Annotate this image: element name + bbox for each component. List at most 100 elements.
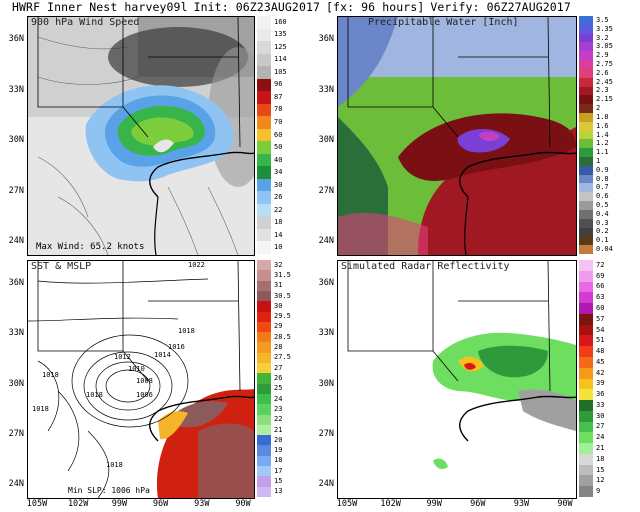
colorbar-swatch xyxy=(257,352,271,364)
colorbar-swatch xyxy=(257,28,271,42)
lat-label: 36N xyxy=(318,278,334,288)
colorbar-swatch xyxy=(579,245,593,255)
colorbar-label: 45 xyxy=(596,357,605,366)
isobar-label: 1018 xyxy=(178,327,195,335)
colorbar-swatch xyxy=(257,241,271,255)
colorbar-swatch xyxy=(579,432,593,444)
colorbar-label: 125 xyxy=(274,42,287,51)
colorbar-label: 51 xyxy=(596,336,605,345)
colorbar-label: 1.8 xyxy=(596,112,609,121)
lon-label: 96W xyxy=(470,499,486,509)
colorbar-label: 36 xyxy=(596,390,605,399)
colorbar-label: 60 xyxy=(274,130,283,139)
colorbar-swatch xyxy=(579,51,593,61)
colorbar-swatch xyxy=(579,389,593,401)
colorbar-label: 72 xyxy=(596,260,605,269)
colorbar-swatch xyxy=(257,91,271,105)
figure-header: HWRF Inner Nest harvey09l Init: 06Z23AUG2… xyxy=(12,0,577,14)
lat-label: 27N xyxy=(8,428,24,439)
colorbar-swatch xyxy=(579,356,593,369)
colorbar-label: 18 xyxy=(274,218,283,227)
colorbar-swatch xyxy=(257,280,271,292)
colorbar-swatch xyxy=(257,445,271,457)
lon-label: 93W xyxy=(194,499,210,509)
colorbar-swatch xyxy=(579,174,593,184)
colorbar-label: 12 xyxy=(596,476,605,485)
colorbar-swatch xyxy=(579,367,593,379)
colorbar-label: 42 xyxy=(596,368,605,377)
colorbar-label: 24 xyxy=(274,394,283,403)
colorbar-swatch xyxy=(579,378,593,390)
colorbar-label: 2.3 xyxy=(596,86,609,95)
colorbar-swatch xyxy=(257,66,271,80)
colorbar-label: 29 xyxy=(274,322,283,331)
init-time: Init: 06Z23AUG2017 xyxy=(193,0,321,14)
colorbar-swatch xyxy=(257,78,271,92)
colorbar-swatch xyxy=(579,68,593,79)
lat-label: 33N xyxy=(8,84,24,95)
colorbar-label: 1 xyxy=(596,156,601,165)
colorbar-swatch xyxy=(579,77,593,88)
isobar-label: 1006 xyxy=(136,391,153,399)
colorbar-label: 1.4 xyxy=(596,130,609,139)
lon-label: 93W xyxy=(513,499,530,509)
colorbar-label: 3.35 xyxy=(596,24,613,33)
colorbar-label: 30 xyxy=(274,180,283,189)
colorbar-swatch xyxy=(257,116,271,130)
lat-label: 30N xyxy=(318,135,334,145)
isobar-label: 1014 xyxy=(154,351,171,359)
colorbar-label: 40 xyxy=(274,155,283,164)
colorbar-label: 69 xyxy=(596,271,605,280)
colorbar-label: 39 xyxy=(596,379,605,388)
colorbar-swatch xyxy=(257,342,271,354)
lat-label: 30N xyxy=(318,378,334,389)
colorbar-swatch xyxy=(579,464,593,476)
colorbar-label: 0.04 xyxy=(596,245,613,254)
isobar-label: 1022 xyxy=(188,261,205,269)
colorbar-label: 66 xyxy=(596,282,605,291)
colorbar-swatch xyxy=(579,292,593,304)
colorbar-swatch xyxy=(579,112,593,123)
colorbar-label: 30 xyxy=(596,411,605,420)
colorbar-swatch xyxy=(579,60,593,70)
lat-label: 33N xyxy=(318,328,334,339)
colorbar-swatch xyxy=(579,139,593,149)
colorbar-swatch xyxy=(579,130,593,140)
colorbar-label: 2.45 xyxy=(596,77,613,86)
colorbar-swatch xyxy=(579,121,593,132)
colorbar-swatch xyxy=(257,153,271,167)
lon-label: 102W xyxy=(380,499,401,509)
colorbar-label: 1.6 xyxy=(596,121,609,130)
wind-colorbar: 160 135 125 114 105 96 87 78 70 60 50 40 34 30 26 22 18 1… xyxy=(257,16,287,255)
colorbar-swatch xyxy=(579,475,593,487)
colorbar-swatch xyxy=(579,16,593,26)
colorbar-label: 26 xyxy=(274,193,283,202)
colorbar-swatch xyxy=(257,203,271,217)
colorbar-swatch xyxy=(579,148,593,158)
colorbar-swatch xyxy=(579,281,593,293)
colorbar-swatch xyxy=(257,424,271,436)
colorbar-swatch xyxy=(257,332,271,343)
colorbar-label: 22 xyxy=(274,205,283,214)
max-wind-note: Max Wind: 65.2 knots xyxy=(36,242,145,252)
colorbar-swatch xyxy=(257,228,271,242)
colorbar-label: 25 xyxy=(274,384,283,393)
colorbar-label: 0.2 xyxy=(596,227,609,236)
colorbar-label: 2 xyxy=(596,104,601,113)
colorbar-label: 19 xyxy=(274,446,283,455)
colorbar-swatch xyxy=(579,303,593,315)
colorbar-label: 18 xyxy=(274,456,283,465)
colorbar-label: 3.5 xyxy=(596,15,609,24)
colorbar-label: 15 xyxy=(596,465,605,474)
colorbar-label: 28.5 xyxy=(274,332,291,341)
colorbar-label: 160 xyxy=(274,17,287,26)
lat-label: 24N xyxy=(8,236,24,246)
precip-water-panel: Precipitable Water [Inch] xyxy=(337,16,577,256)
colorbar-label: 0.7 xyxy=(596,183,609,192)
lat-label: 33N xyxy=(8,328,24,339)
colorbar-swatch xyxy=(579,335,593,347)
colorbar-label: 26 xyxy=(274,374,283,382)
colorbar-swatch xyxy=(579,324,593,336)
colorbar-label: 20 xyxy=(274,435,283,444)
colorbar-swatch xyxy=(579,270,593,283)
